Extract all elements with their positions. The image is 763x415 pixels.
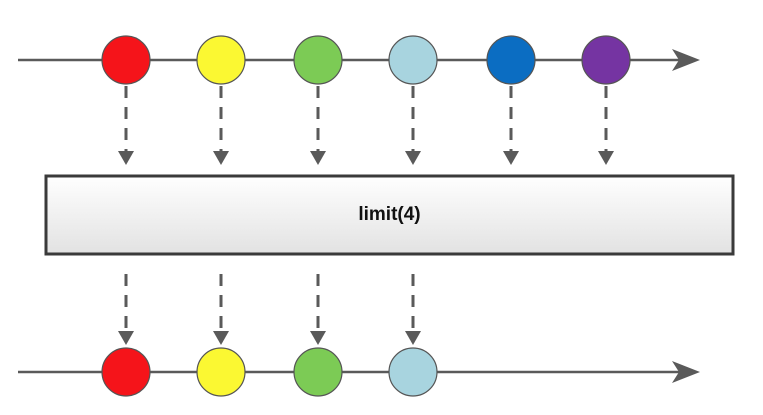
input-arrow-5 bbox=[503, 86, 519, 165]
input-marble-1 bbox=[101, 35, 151, 85]
output-arrow-1 bbox=[118, 274, 134, 345]
input-timeline-arrowhead bbox=[672, 49, 700, 71]
output-marble-4 bbox=[388, 347, 438, 397]
input-timeline bbox=[18, 35, 700, 85]
output-timeline bbox=[18, 347, 700, 397]
input-arrow-6 bbox=[598, 86, 614, 165]
input-arrow-1 bbox=[118, 86, 134, 165]
input-arrows bbox=[118, 86, 614, 165]
output-timeline-arrowhead bbox=[672, 361, 700, 383]
input-arrow-2 bbox=[213, 86, 229, 165]
input-marble-6 bbox=[581, 35, 631, 85]
operator-box bbox=[44, 174, 735, 256]
input-marble-5 bbox=[486, 35, 536, 85]
input-arrow-3 bbox=[310, 86, 326, 165]
input-marbles bbox=[101, 35, 631, 85]
input-marble-2 bbox=[196, 35, 246, 85]
output-arrow-3 bbox=[310, 274, 326, 345]
output-arrows bbox=[118, 274, 421, 345]
output-marble-2 bbox=[196, 347, 246, 397]
output-marbles bbox=[101, 347, 438, 397]
output-arrow-2 bbox=[213, 274, 229, 345]
output-marble-1 bbox=[101, 347, 151, 397]
input-arrow-4 bbox=[405, 86, 421, 165]
output-arrow-4 bbox=[405, 274, 421, 345]
output-marble-3 bbox=[293, 347, 343, 397]
input-marble-4 bbox=[388, 35, 438, 85]
input-marble-3 bbox=[293, 35, 343, 85]
